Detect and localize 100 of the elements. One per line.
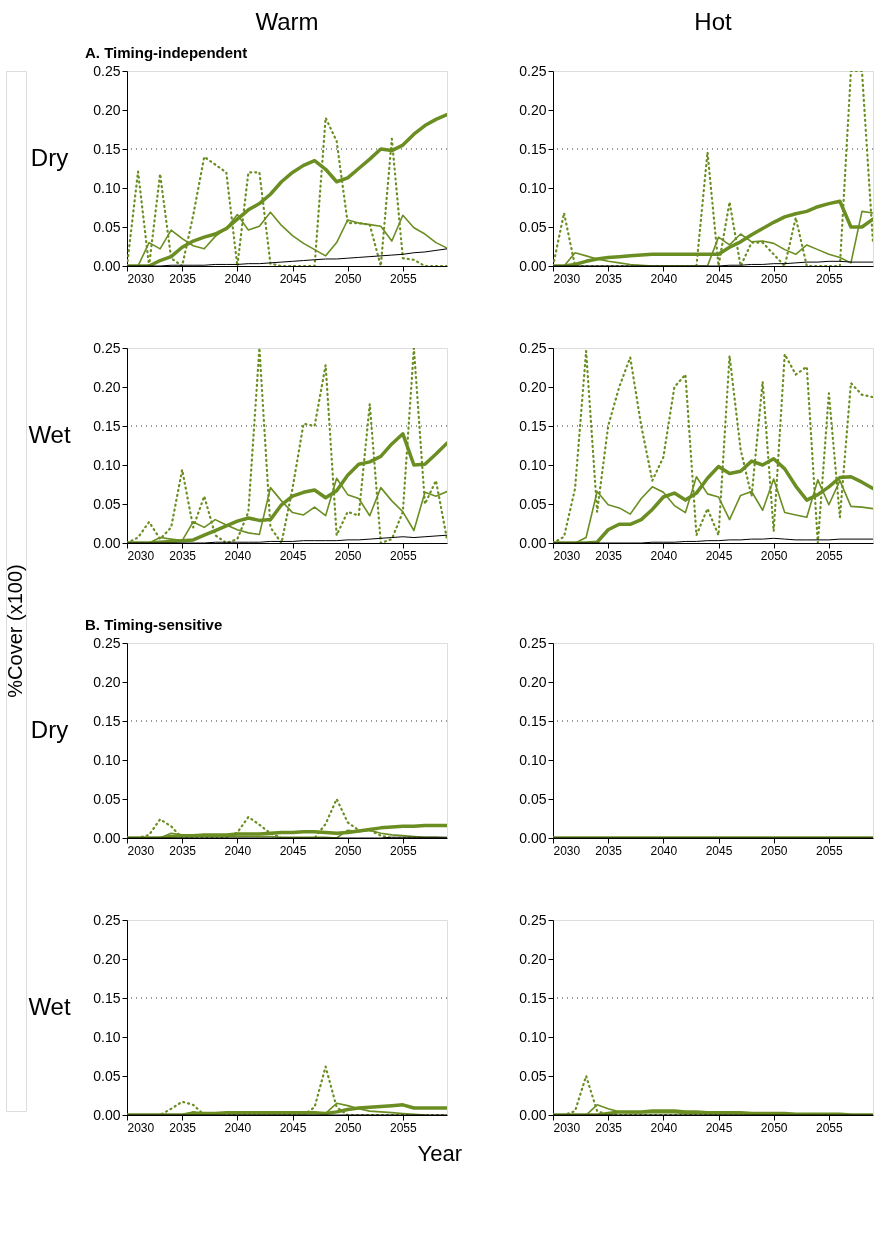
y-tick-label: 0.00 bbox=[519, 534, 547, 551]
x-tick-label: 2055 bbox=[390, 1120, 418, 1135]
y-tick-label: 0.05 bbox=[93, 790, 121, 807]
text: B. Timing-sensitive bbox=[85, 616, 223, 633]
x-tick-label: 2050 bbox=[760, 548, 788, 563]
y-tick-label: 0.20 bbox=[93, 101, 121, 118]
y-tick-label: 0.05 bbox=[519, 790, 547, 807]
x-tick-label: 2030 bbox=[127, 548, 155, 563]
y-tick-label: 0.20 bbox=[93, 673, 121, 690]
y-tick-label: 0.25 bbox=[519, 62, 547, 79]
y-tick-label: 0.15 bbox=[519, 989, 547, 1006]
y-tick-label: 0.25 bbox=[519, 634, 547, 651]
y-tick-label: 0.00 bbox=[93, 829, 121, 846]
x-tick-label: 2050 bbox=[760, 843, 788, 858]
x-tick-label: 2055 bbox=[816, 1120, 844, 1135]
x-tick-label: 2045 bbox=[705, 843, 733, 858]
x-tick-label: 2040 bbox=[224, 843, 252, 858]
y-tick-label: 0.20 bbox=[93, 378, 121, 395]
y-tick-label: 0.05 bbox=[93, 1067, 121, 1084]
y-tick-label: 0.10 bbox=[519, 179, 547, 196]
y-tick-label: 0.15 bbox=[519, 140, 547, 157]
x-tick-label: 2045 bbox=[279, 1120, 307, 1135]
x-tick-label: 2040 bbox=[224, 271, 252, 286]
y-axis-title: Wet bbox=[28, 993, 71, 1021]
y-tick-label: 0.10 bbox=[93, 179, 121, 196]
x-tick-label: 2055 bbox=[816, 271, 844, 286]
x-tick-label: 2035 bbox=[595, 548, 623, 563]
y-tick-label: 0.15 bbox=[93, 140, 121, 157]
chart-title: Hot bbox=[694, 8, 732, 35]
x-tick-label: 2040 bbox=[650, 843, 678, 858]
y-tick-label: 0.15 bbox=[93, 989, 121, 1006]
x-tick-label: 2045 bbox=[279, 843, 307, 858]
x-tick-label: 2040 bbox=[650, 548, 678, 563]
x-tick-label: 2045 bbox=[705, 548, 733, 563]
x-tick-label: 2050 bbox=[334, 271, 362, 286]
y-tick-label: 0.25 bbox=[93, 339, 121, 356]
y-tick-label: 0.25 bbox=[519, 339, 547, 356]
x-tick-label: 2045 bbox=[279, 271, 307, 286]
x-axis-title: Year bbox=[417, 1140, 462, 1166]
y-tick-label: 0.05 bbox=[519, 218, 547, 235]
text: A. Timing-independent bbox=[85, 44, 248, 61]
y-tick-label: 0.25 bbox=[93, 62, 121, 79]
x-tick-label: 2035 bbox=[595, 271, 623, 286]
x-tick-label: 2035 bbox=[595, 1120, 623, 1135]
x-tick-label: 2045 bbox=[705, 1120, 733, 1135]
x-tick-label: 2040 bbox=[650, 1120, 678, 1135]
x-tick-label: 2040 bbox=[224, 548, 252, 563]
y-tick-label: 0.20 bbox=[519, 950, 547, 967]
x-tick-label: 2050 bbox=[760, 1120, 788, 1135]
y-tick-label: 0.15 bbox=[93, 712, 121, 729]
x-tick-label: 2035 bbox=[169, 548, 197, 563]
x-tick-label: 2030 bbox=[553, 271, 581, 286]
x-tick-label: 2055 bbox=[816, 843, 844, 858]
x-tick-label: 2050 bbox=[334, 843, 362, 858]
x-tick-label: 2040 bbox=[650, 271, 678, 286]
x-tick-label: 2030 bbox=[553, 548, 581, 563]
x-tick-label: 2055 bbox=[390, 548, 418, 563]
y-tick-label: 0.00 bbox=[93, 257, 121, 274]
x-tick-label: 2045 bbox=[279, 548, 307, 563]
y-tick-label: 0.00 bbox=[93, 534, 121, 551]
y-axis-title: Wet bbox=[28, 421, 71, 449]
y-tick-label: 0.25 bbox=[93, 634, 121, 651]
y-tick-label: 0.05 bbox=[93, 495, 121, 512]
y-tick-label: 0.20 bbox=[93, 950, 121, 967]
y-tick-label: 0.10 bbox=[93, 1028, 121, 1045]
y-tick-label: 0.25 bbox=[93, 911, 121, 928]
y-tick-label: 0.10 bbox=[93, 751, 121, 768]
x-tick-label: 2050 bbox=[334, 548, 362, 563]
x-tick-label: 2035 bbox=[169, 271, 197, 286]
x-tick-label: 2055 bbox=[390, 843, 418, 858]
text: %Cover (x100) bbox=[4, 564, 26, 698]
x-tick-label: 2030 bbox=[127, 843, 155, 858]
x-tick-label: 2030 bbox=[553, 1120, 581, 1135]
x-tick-label: 2035 bbox=[169, 1120, 197, 1135]
y-tick-label: 0.20 bbox=[519, 673, 547, 690]
y-tick-label: 0.15 bbox=[519, 417, 547, 434]
y-tick-label: 0.00 bbox=[519, 257, 547, 274]
y-tick-label: 0.05 bbox=[93, 218, 121, 235]
x-tick-label: 2055 bbox=[390, 271, 418, 286]
y-tick-label: 0.05 bbox=[519, 495, 547, 512]
y-tick-label: 0.00 bbox=[519, 829, 547, 846]
y-axis-title: Dry bbox=[30, 144, 69, 172]
y-tick-label: 0.15 bbox=[93, 417, 121, 434]
x-tick-label: 2035 bbox=[595, 843, 623, 858]
y-tick-label: 0.10 bbox=[93, 456, 121, 473]
x-tick-label: 2055 bbox=[816, 548, 844, 563]
chart-title: Warm bbox=[255, 8, 319, 35]
y-tick-label: 0.15 bbox=[519, 712, 547, 729]
x-tick-label: 2030 bbox=[553, 843, 581, 858]
x-tick-label: 2035 bbox=[169, 843, 197, 858]
x-tick-label: 2030 bbox=[127, 271, 155, 286]
x-tick-label: 2050 bbox=[760, 271, 788, 286]
x-tick-label: 2030 bbox=[127, 1120, 155, 1135]
y-tick-label: 0.10 bbox=[519, 1028, 547, 1045]
x-tick-label: 2050 bbox=[334, 1120, 362, 1135]
y-tick-label: 0.20 bbox=[519, 101, 547, 118]
y-axis-title: Dry bbox=[30, 716, 69, 744]
y-tick-label: 0.00 bbox=[519, 1106, 547, 1123]
y-tick-label: 0.10 bbox=[519, 456, 547, 473]
y-tick-label: 0.00 bbox=[93, 1106, 121, 1123]
